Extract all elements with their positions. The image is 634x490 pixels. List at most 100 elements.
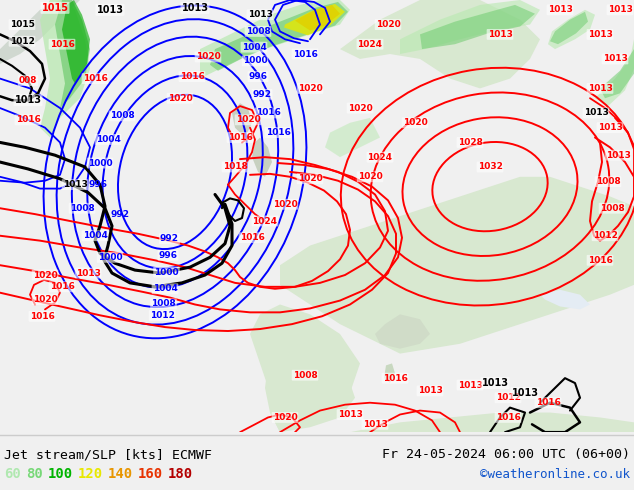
Text: 1008: 1008 [600,204,624,213]
Text: 1012: 1012 [593,231,618,240]
Text: 1020: 1020 [347,103,372,113]
Polygon shape [62,0,90,83]
Polygon shape [0,0,80,64]
Text: 1032: 1032 [477,163,502,172]
Text: 1018: 1018 [223,163,247,172]
Text: 1016: 1016 [16,115,41,124]
Text: 1016: 1016 [256,108,280,118]
Polygon shape [595,39,634,106]
Text: 996: 996 [158,251,178,260]
Text: 1016: 1016 [49,282,74,292]
Text: 160: 160 [138,467,163,481]
Text: 1020: 1020 [297,84,322,93]
Text: 1013: 1013 [588,84,612,93]
Text: 1016: 1016 [30,312,55,321]
Polygon shape [232,103,252,138]
Text: 80: 80 [26,467,42,481]
Text: 1000: 1000 [243,56,268,65]
Text: 1016: 1016 [240,233,264,242]
Text: 1016: 1016 [382,374,408,383]
Text: 1013: 1013 [583,108,609,118]
Text: 1013: 1013 [588,30,612,39]
Text: 1013: 1013 [458,381,482,390]
Polygon shape [350,413,634,432]
Text: 1015: 1015 [41,3,68,13]
Text: Jet stream/SLP [kts] ECMWF: Jet stream/SLP [kts] ECMWF [4,448,212,461]
Text: 1020: 1020 [358,172,382,181]
Text: 1016: 1016 [588,256,612,265]
Polygon shape [550,12,588,44]
Polygon shape [548,10,595,49]
Text: 1020: 1020 [375,20,401,29]
Text: 1004: 1004 [96,135,120,144]
Text: 1004: 1004 [153,284,178,294]
Text: 1013: 1013 [247,10,273,19]
Text: 1020: 1020 [297,174,322,183]
Text: 992: 992 [160,234,179,243]
Polygon shape [252,138,272,177]
Text: 1000: 1000 [87,159,112,168]
Text: 1016: 1016 [496,413,521,422]
Polygon shape [250,304,360,432]
Text: 1012: 1012 [496,393,521,402]
Text: 1013: 1013 [96,5,124,15]
Text: 996: 996 [89,180,108,189]
Text: 1020: 1020 [403,118,427,127]
Text: 1016: 1016 [292,49,318,58]
Polygon shape [375,314,430,349]
Polygon shape [40,0,90,138]
Polygon shape [200,0,350,78]
Polygon shape [210,2,348,71]
Text: 1000: 1000 [154,268,179,276]
Polygon shape [384,364,395,383]
Text: 1008: 1008 [151,299,176,308]
Text: 1008: 1008 [70,204,94,213]
Text: 1020: 1020 [273,200,297,209]
Text: 1013: 1013 [605,151,630,160]
Text: 1013: 1013 [181,3,209,13]
Text: 1020: 1020 [236,115,261,124]
Text: 996: 996 [249,72,268,81]
Text: 1016: 1016 [228,133,252,142]
Polygon shape [400,0,540,54]
Text: 1013: 1013 [607,5,633,14]
Text: 1013: 1013 [548,5,573,14]
Text: 1013: 1013 [418,387,443,395]
Text: 1000: 1000 [98,253,122,262]
Text: 180: 180 [168,467,193,481]
Text: 1013: 1013 [602,54,628,63]
Text: 1024: 1024 [368,153,392,162]
Polygon shape [265,339,355,432]
Polygon shape [295,5,340,30]
Text: 1013: 1013 [337,410,363,419]
Text: 1008: 1008 [245,27,270,36]
Polygon shape [284,4,345,35]
Text: 1013: 1013 [488,30,512,39]
Text: 1016: 1016 [49,40,74,49]
Polygon shape [420,5,535,49]
Text: 1020: 1020 [167,94,192,103]
Text: 1008: 1008 [110,111,134,121]
Text: 992: 992 [252,90,271,99]
Text: 008: 008 [19,76,37,85]
Text: 60: 60 [4,467,21,481]
Text: 1013: 1013 [512,388,538,398]
Text: 1020: 1020 [196,52,221,61]
Polygon shape [55,0,90,108]
Text: 1013: 1013 [75,269,100,277]
Text: 1013: 1013 [63,180,87,189]
Text: 140: 140 [108,467,133,481]
Text: 1024: 1024 [252,217,278,225]
Text: 1016: 1016 [179,72,204,81]
Text: 120: 120 [78,467,103,481]
Text: 1016: 1016 [82,74,107,83]
Polygon shape [280,177,634,354]
Text: 1016: 1016 [266,128,290,137]
Polygon shape [540,290,590,309]
Text: 1004: 1004 [82,231,107,240]
Text: 1008: 1008 [595,177,621,186]
Text: 1013: 1013 [481,378,508,388]
Text: ©weatheronline.co.uk: ©weatheronline.co.uk [480,467,630,481]
Text: 1028: 1028 [458,138,482,147]
Polygon shape [325,118,380,157]
